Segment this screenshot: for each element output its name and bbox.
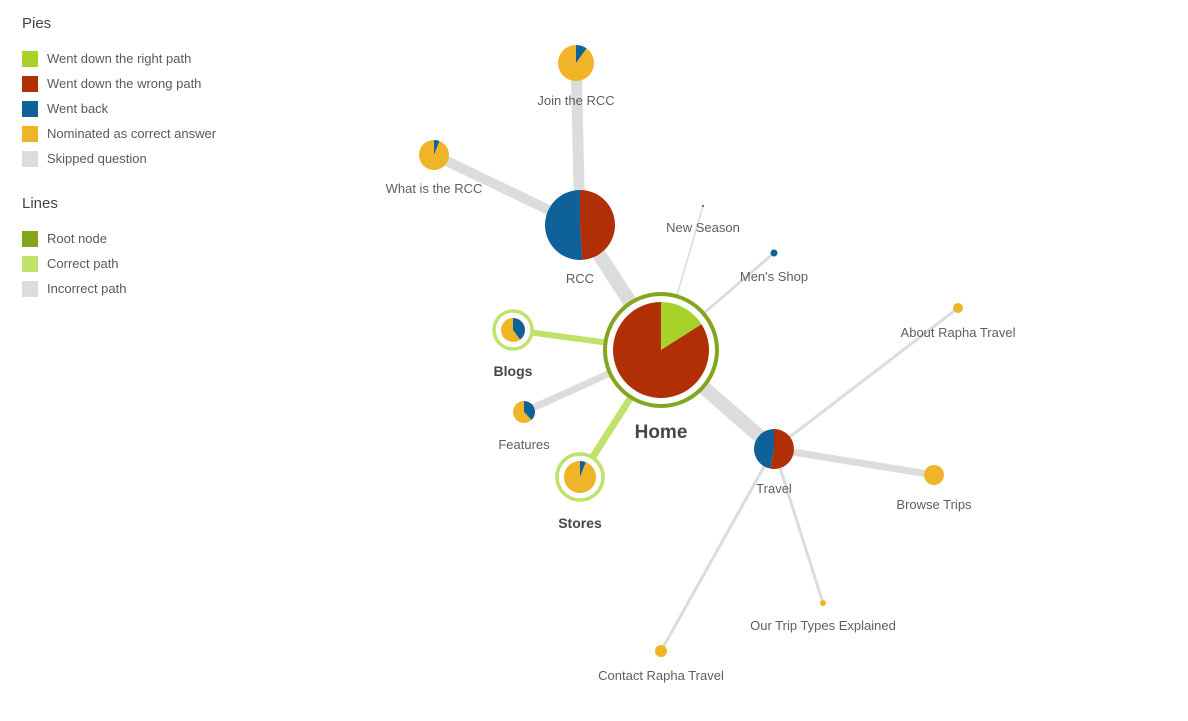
pie-slice-nominated — [655, 645, 667, 657]
pie-slice-nominated — [558, 45, 594, 81]
legend-item-nominated: Nominated as correct answer — [22, 121, 216, 146]
node-label-rcc: RCC — [566, 271, 594, 286]
legend-item-root-node: Root node — [22, 226, 216, 251]
legend-label: Root node — [47, 231, 107, 246]
legend-label: Correct path — [47, 256, 119, 271]
node-label-travel: Travel — [756, 481, 792, 496]
legend-item-correct-path: Correct path — [22, 251, 216, 276]
node-contact-travel[interactable] — [655, 645, 667, 657]
pie-slice-wrong — [580, 190, 616, 260]
node-mens-shop[interactable] — [770, 249, 778, 257]
legend-item-went-back: Went back — [22, 96, 216, 121]
pie-slice-nominated — [419, 140, 450, 170]
node-label-trip-types: Our Trip Types Explained — [750, 618, 896, 633]
legend-label: Went down the wrong path — [47, 76, 202, 91]
legend-label: Incorrect path — [47, 281, 127, 296]
pie-slice-back — [576, 45, 587, 63]
node-browse-trips[interactable] — [924, 465, 944, 485]
link-travel-trip_types — [772, 448, 825, 604]
legend-item-right-path: Went down the right path — [22, 46, 216, 71]
pie-slice-back — [524, 401, 535, 421]
swatch-wrong-path — [22, 75, 38, 92]
node-trip-types[interactable] — [820, 600, 826, 606]
pie-slice-nominated — [953, 303, 963, 313]
node-label-join-rcc: Join the RCC — [537, 93, 614, 108]
node-home[interactable] — [603, 292, 719, 408]
node-label-new-season: New Season — [666, 220, 740, 235]
legend-item-skipped: Skipped question — [22, 146, 216, 171]
pie-slice-right — [661, 302, 702, 350]
swatch-went-back — [22, 100, 38, 117]
pie-slice-back — [545, 190, 583, 260]
pie-slice-nominated — [820, 600, 826, 606]
legend-item-wrong-path: Went down the wrong path — [22, 71, 216, 96]
swatch-skipped — [22, 150, 38, 167]
pie-slice-back — [513, 318, 526, 340]
node-about-travel[interactable] — [953, 303, 963, 313]
node-rcc[interactable] — [545, 190, 616, 260]
node-features[interactable] — [513, 401, 535, 424]
node-label-blogs: Blogs — [494, 363, 533, 379]
node-stores[interactable] — [555, 452, 605, 502]
pie-slice-back — [580, 461, 586, 477]
node-travel[interactable] — [753, 429, 795, 470]
legend-label: Went down the right path — [47, 51, 192, 66]
swatch-right-path — [22, 50, 38, 67]
node-label-stores: Stores — [558, 515, 602, 531]
legend-pies-heading: Pies — [22, 15, 52, 32]
swatch-incorrect-path — [22, 280, 38, 297]
pie-slice-back — [702, 205, 704, 207]
node-label-contact-travel: Contact Rapha Travel — [598, 668, 724, 683]
legend-item-incorrect-path: Incorrect path — [22, 276, 216, 301]
legend-lines-heading: Lines — [22, 195, 58, 212]
legend-label: Skipped question — [47, 151, 147, 166]
swatch-nominated — [22, 125, 38, 142]
pie-slice-wrong — [613, 302, 709, 398]
node-join-rcc[interactable] — [558, 45, 594, 81]
node-label-mens-shop: Men's Shop — [740, 269, 808, 284]
node-new-season[interactable] — [702, 205, 704, 207]
legend: Pies Went down the right path Went down … — [22, 14, 216, 301]
pie-slice-back — [770, 249, 778, 257]
node-label-home: Home — [635, 422, 688, 443]
node-label-browse-trips: Browse Trips — [896, 497, 972, 512]
pie-slice-back — [753, 429, 774, 469]
swatch-correct-path — [22, 255, 38, 272]
node-label-about-travel: About Rapha Travel — [901, 325, 1016, 340]
legend-label: Went back — [47, 101, 109, 116]
legend-label: Nominated as correct answer — [47, 126, 217, 141]
link-travel-about_travel — [773, 306, 959, 451]
node-blogs[interactable] — [492, 309, 534, 351]
node-label-features: Features — [498, 437, 550, 452]
pie-slice-nominated — [513, 401, 532, 424]
pie-slice-back — [434, 140, 440, 155]
pie-slice-nominated — [564, 461, 596, 493]
pie-slice-nominated — [924, 465, 944, 485]
link-travel-browse_trips — [773, 445, 935, 479]
link-travel-contact_travel — [659, 448, 776, 652]
pie-slice-wrong — [770, 429, 795, 470]
node-label-what-rcc: What is the RCC — [386, 181, 483, 196]
node-what-rcc[interactable] — [419, 140, 450, 170]
swatch-root-node — [22, 230, 38, 247]
pie-slice-nominated — [501, 318, 521, 342]
